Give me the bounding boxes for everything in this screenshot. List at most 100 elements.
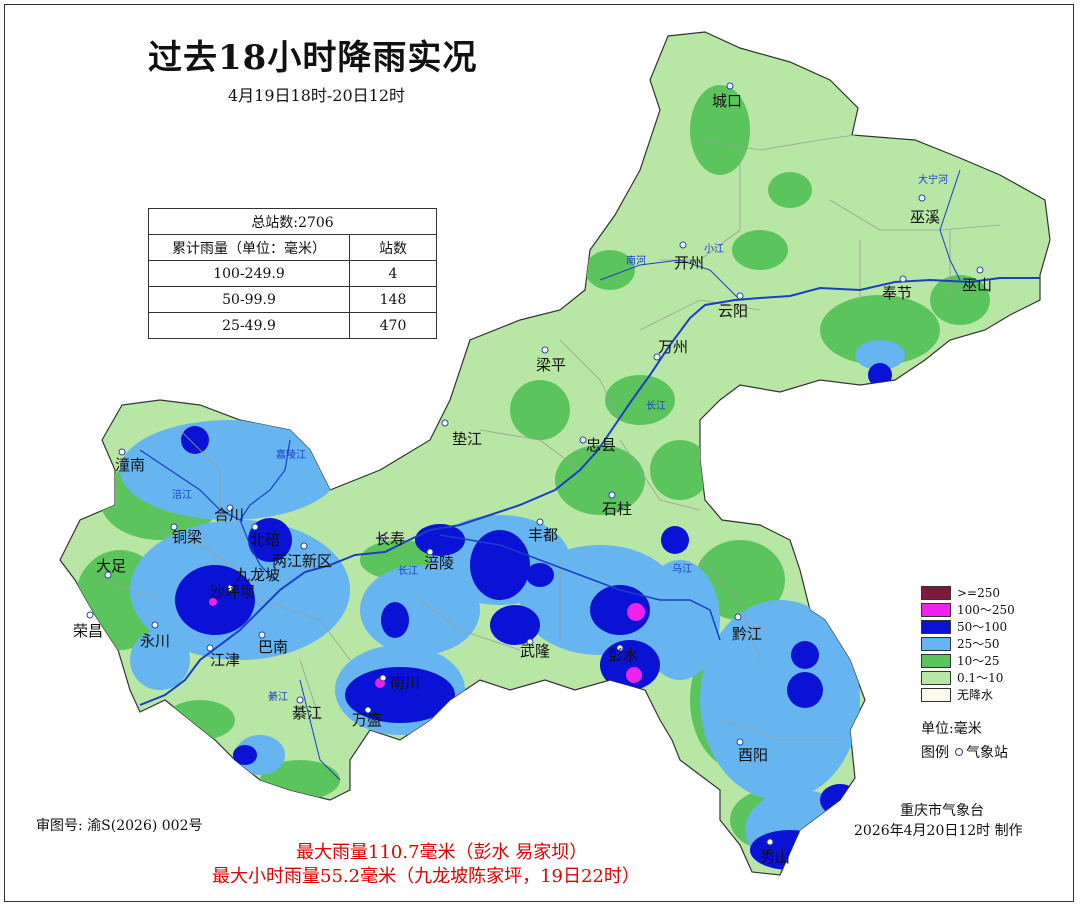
stats-count: 4: [349, 260, 437, 287]
stats-range: 100-249.9: [148, 260, 350, 287]
table-row: 50-99.9 148: [148, 286, 437, 313]
legend-label: 100～250: [957, 603, 1015, 617]
legend-swatch: [921, 602, 951, 617]
city-fengdu: 丰都: [528, 526, 558, 544]
city-qijiang: 綦江: [292, 704, 322, 722]
river-label-nanhe: 南河: [626, 254, 646, 267]
station-key-text: 气象站: [966, 745, 1008, 761]
river-label-changjiang-1: 长江: [646, 400, 666, 412]
city-kaizhou: 开州: [674, 254, 704, 272]
legend-swatch: [921, 670, 951, 685]
jialing-river: [239, 439, 291, 581]
legend-label: 无降水: [957, 688, 994, 702]
river-label-xiaojiang: 小江: [704, 243, 724, 255]
stats-total-row: 总站数:2706: [148, 208, 437, 235]
legend-item: 25～50: [921, 635, 1015, 652]
production-time: 2026年4月20日12时 制作: [854, 823, 1023, 839]
river-label-changjiang-2: 长江: [398, 565, 418, 577]
city-wushan: 巫山: [962, 276, 992, 294]
river-label-fujiang: 涪江: [172, 488, 192, 501]
city-xiushan: 秀山: [760, 848, 790, 866]
station-markers: [86, 82, 984, 846]
city-shapingba: 沙坪坝: [210, 583, 255, 601]
legend-item: 10～25: [921, 652, 1015, 669]
daning-river: [939, 169, 961, 281]
station-dot-icon: [955, 748, 963, 756]
city-jiulongpo: 九龙坡: [235, 566, 280, 584]
city-yongchuan: 永川: [140, 632, 170, 650]
map-subtitle: 4月19日18时-20日12时: [228, 86, 406, 105]
city-beibei: 北碚: [250, 531, 280, 549]
approval-number: 审图号: 渝S(2026) 002号: [36, 818, 203, 834]
city-banan: 巴南: [258, 638, 288, 656]
xiaojiang-river: [599, 259, 741, 301]
stats-col2-header: 站数: [349, 234, 437, 261]
city-liangjiang: 两江新区: [272, 552, 332, 570]
city-zhongxian: 忠县: [586, 436, 616, 454]
legend-item: >=250: [921, 584, 1015, 601]
legend-swatch: [921, 585, 951, 600]
city-tongliang: 铜梁: [172, 528, 202, 546]
city-fengjie: 奉节: [882, 284, 912, 302]
city-changshou: 长寿: [375, 530, 405, 548]
stats-range: 25-49.9: [148, 312, 350, 339]
fujiang-river: [139, 449, 241, 521]
city-dianjiang: 垫江: [452, 430, 482, 448]
organization: 重庆市气象台: [900, 803, 984, 819]
station-key: 图例 气象站: [921, 742, 1008, 762]
rain-legend: >=250 100～250 50～100 25～50 10～25 0.1～10 …: [921, 584, 1015, 703]
stats-header-row: 累计雨量（单位：毫米） 站数: [148, 234, 437, 261]
city-jiangjin: 江津: [210, 651, 240, 669]
yangtze-river: [139, 277, 1040, 706]
station-stats-table: 总站数:2706 累计雨量（单位：毫米） 站数 100-249.9 4 50-9…: [148, 208, 437, 339]
city-qianjiang: 黔江: [732, 625, 762, 643]
river-label-wujiang: 乌江: [672, 562, 692, 575]
city-wuxi: 巫溪: [910, 208, 940, 226]
stats-col1-header: 累计雨量（单位：毫米）: [148, 234, 350, 261]
max-hourly-rainfall-note: 最大小时雨量55.2毫米（九龙坡陈家坪，19日22时）: [212, 866, 640, 887]
legend-item: 100～250: [921, 601, 1015, 618]
legend-swatch: [921, 619, 951, 634]
legend-label: 10～25: [957, 654, 1000, 668]
max-rainfall-note: 最大雨量110.7毫米（彭水 易家坝）: [296, 842, 588, 863]
city-liangping: 梁平: [536, 356, 566, 374]
city-wanzhou: 万州: [658, 338, 688, 356]
wujiang-river: [439, 534, 721, 641]
river-label-daning: 大宁河: [918, 173, 948, 186]
city-shizhu: 石柱: [602, 500, 632, 518]
legend-item: 50～100: [921, 618, 1015, 635]
city-rongchang: 荣昌: [73, 622, 103, 640]
city-wansheng: 万盛: [352, 711, 382, 729]
river-label-jialing: 嘉陵江: [276, 448, 306, 461]
map-frame: [4, 4, 1074, 902]
legend-swatch: [921, 687, 951, 702]
city-wulong: 武隆: [520, 642, 550, 660]
city-yunyang: 云阳: [718, 302, 748, 320]
legend-label: 0.1～10: [957, 671, 1004, 685]
legend-label: 25～50: [957, 637, 1000, 651]
legend-item: 0.1～10: [921, 669, 1015, 686]
city-hechuan: 合川: [214, 506, 244, 524]
qijiang-river: [299, 679, 341, 781]
legend-swatch: [921, 653, 951, 668]
city-chengkou: 城口: [712, 92, 742, 110]
table-row: 100-249.9 4: [148, 260, 437, 287]
city-tongnan: 潼南: [115, 456, 145, 474]
river-label-qijiang: 綦江: [268, 690, 288, 703]
station-key-label: 图例: [921, 745, 949, 761]
river-labels: 大宁河 南河 小江 长江 长江 乌江 嘉陵江 涪江 綦江: [172, 173, 948, 703]
city-nanchuan: 南川: [390, 674, 420, 692]
stats-count: 148: [349, 286, 437, 313]
rivers: [139, 169, 1040, 781]
legend-swatch: [921, 636, 951, 651]
table-row: 25-49.9 470: [148, 312, 437, 339]
city-labels: 城口 巫溪 开州 奉节 巫山 云阳 万州 梁平 垫江 忠县 石柱 潼南 合川 铜…: [73, 92, 992, 866]
city-pengshui: 彭水: [608, 646, 638, 664]
city-dazu: 大足: [96, 557, 126, 575]
stats-range: 50-99.9: [148, 286, 350, 313]
city-youyang: 酉阳: [738, 746, 768, 764]
stats-total: 总站数:2706: [148, 208, 437, 235]
legend-label: >=250: [957, 585, 1001, 600]
legend-item: 无降水: [921, 686, 1015, 703]
